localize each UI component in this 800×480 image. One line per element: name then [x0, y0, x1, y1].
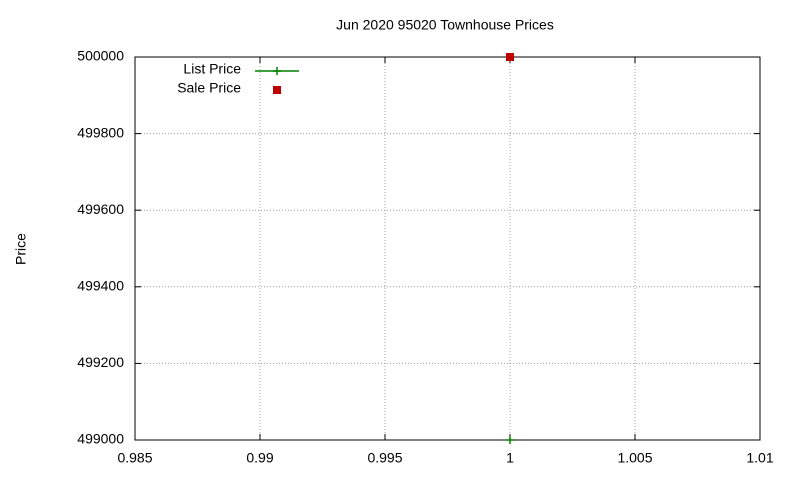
plot-border — [134, 56, 761, 441]
y-tick-label: 499800 — [77, 124, 124, 140]
legend-marker — [273, 67, 281, 75]
x-tick-label: 1.01 — [746, 450, 773, 466]
legend-label: Sale Price — [177, 80, 241, 96]
y-tick-label: 499000 — [77, 431, 124, 447]
y-tick-label: 499400 — [77, 278, 124, 294]
marker — [506, 53, 514, 61]
legend-marker — [273, 86, 281, 94]
legend-label: List Price — [183, 61, 241, 77]
y-tick-label: 499600 — [77, 201, 124, 217]
x-tick-label: 0.99 — [246, 450, 273, 466]
y-tick-label: 500000 — [77, 48, 124, 64]
marker — [506, 436, 514, 444]
x-tick-label: 0.995 — [367, 450, 402, 466]
x-tick-label: 0.985 — [117, 450, 152, 466]
chart-title: Jun 2020 95020 Townhouse Prices — [336, 17, 554, 33]
y-tick-label: 499200 — [77, 354, 124, 370]
x-tick-label: 1.005 — [617, 450, 652, 466]
y-axis-label: Price — [13, 233, 29, 265]
x-tick-label: 1 — [506, 450, 514, 466]
